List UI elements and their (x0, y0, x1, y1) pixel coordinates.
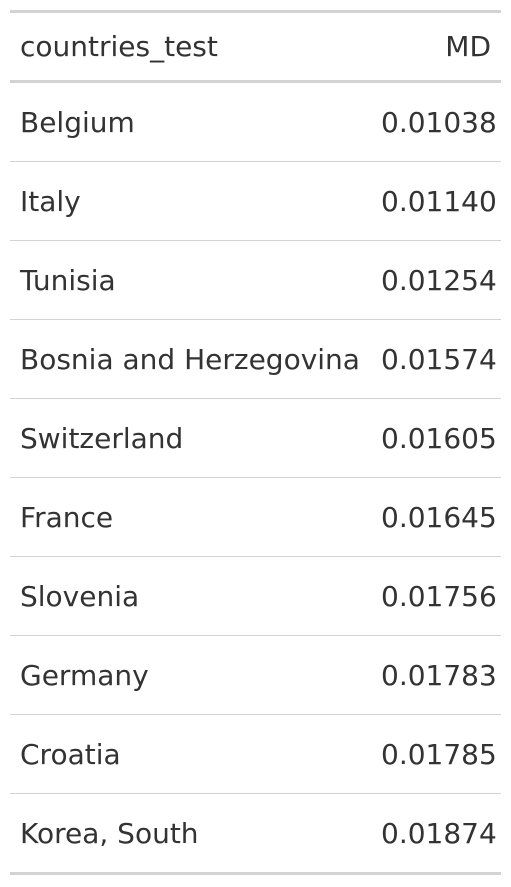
md-cell: 0.01874 (381, 816, 497, 850)
table-row: Bosnia and Herzegovina 0.01574 (10, 320, 501, 399)
column-header-countries: countries_test (20, 30, 218, 63)
md-cell: 0.01605 (381, 421, 497, 455)
country-cell: Switzerland (20, 421, 184, 455)
country-cell: Croatia (20, 737, 121, 771)
country-cell: France (20, 500, 114, 534)
table-row: France 0.01645 (10, 478, 501, 557)
country-cell: Tunisia (20, 263, 116, 297)
table-row: Germany 0.01783 (10, 636, 501, 715)
md-cell: 0.01756 (381, 579, 497, 613)
table-row: Slovenia 0.01756 (10, 557, 501, 636)
table-row: Belgium 0.01038 (10, 82, 501, 162)
table-header: countries_test MD (10, 11, 501, 82)
md-cell: 0.01254 (381, 263, 497, 297)
country-cell: Germany (20, 658, 149, 692)
md-cell: 0.01574 (381, 342, 497, 376)
header-row: countries_test MD (10, 11, 501, 82)
table-row: Tunisia 0.01254 (10, 241, 501, 320)
country-cell: Italy (20, 184, 81, 218)
table-row: Switzerland 0.01605 (10, 399, 501, 478)
country-cell: Slovenia (20, 579, 140, 613)
country-cell: Belgium (20, 105, 135, 139)
md-cell: 0.01785 (381, 737, 497, 771)
table-row: Korea, South 0.01874 (10, 794, 501, 874)
column-header-md: MD (445, 30, 491, 63)
country-cell: Bosnia and Herzegovina (20, 342, 360, 376)
md-cell: 0.01038 (381, 105, 497, 139)
md-cell: 0.01140 (381, 184, 497, 218)
table-body: Belgium 0.01038 Italy 0.01140 Tunisia 0.… (10, 82, 501, 874)
table-row: Croatia 0.01785 (10, 715, 501, 794)
data-table: countries_test MD Belgium 0.01038 Italy … (10, 10, 501, 875)
md-cell: 0.01645 (381, 500, 497, 534)
table-row: Italy 0.01140 (10, 162, 501, 241)
md-cell: 0.01783 (381, 658, 497, 692)
country-cell: Korea, South (20, 816, 199, 850)
data-table-container: countries_test MD Belgium 0.01038 Italy … (10, 10, 501, 875)
